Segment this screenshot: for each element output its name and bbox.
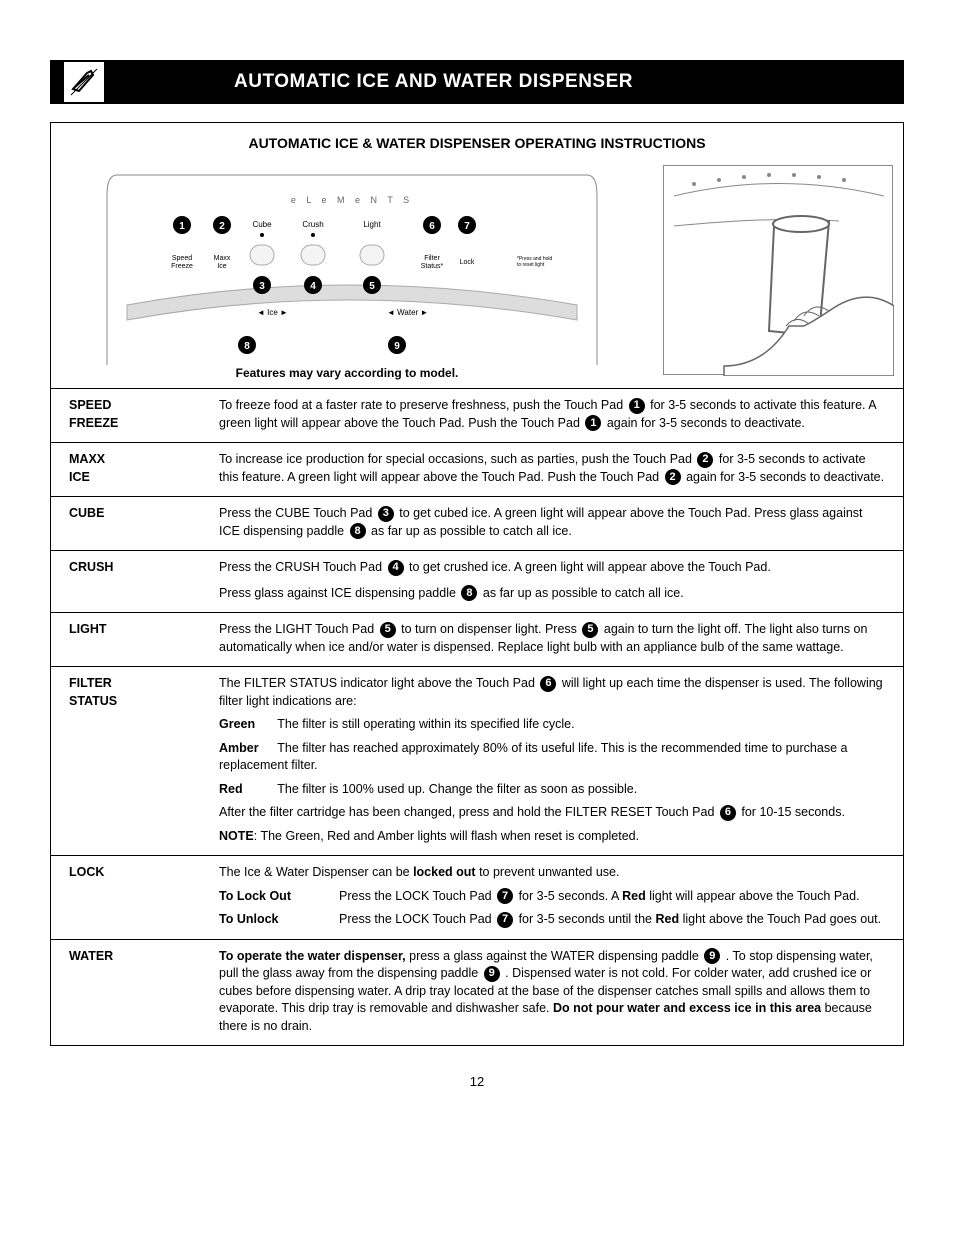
svg-text:5: 5	[369, 281, 375, 292]
label-cube: CUBE	[51, 497, 201, 551]
svg-text:Lock: Lock	[460, 259, 475, 266]
svg-text:6: 6	[429, 221, 435, 232]
label-lock: LOCK	[51, 856, 201, 940]
svg-text:Speed: Speed	[172, 255, 192, 262]
panel-svg: e L e M e N T S Cube Crush Light	[61, 165, 633, 365]
desc-water: To operate the water dispenser, press a …	[201, 939, 903, 1045]
header-title: AUTOMATIC ICE AND WATER DISPENSER	[234, 71, 633, 93]
header-bar: AUTOMATIC ICE AND WATER DISPENSER	[50, 60, 904, 104]
row-maxx-ice: MAXXICE To increase ice production for s…	[51, 443, 903, 497]
label-crush: CRUSH	[51, 551, 201, 613]
callout-8: 8	[350, 523, 366, 539]
svg-text:◄ Water ►: ◄ Water ►	[387, 308, 428, 317]
svg-text:Light: Light	[363, 220, 381, 229]
row-cube: CUBE Press the CUBE Touch Pad 3 to get c…	[51, 497, 903, 551]
row-water: WATER To operate the water dispenser, pr…	[51, 939, 903, 1045]
callout-7: 7	[497, 888, 513, 904]
row-speed-freeze: SPEEDFREEZE To freeze food at a faster r…	[51, 389, 903, 443]
svg-text:7: 7	[464, 221, 470, 232]
callout-4: 4	[388, 560, 404, 576]
manual-page: AUTOMATIC ICE AND WATER DISPENSER AUTOMA…	[0, 0, 954, 1129]
desc-speed-freeze: To freeze food at a faster rate to prese…	[201, 389, 903, 443]
diagram-row: e L e M e N T S Cube Crush Light	[51, 161, 903, 389]
instructions-title: AUTOMATIC ICE & WATER DISPENSER OPERATIN…	[51, 133, 903, 161]
svg-text:1: 1	[179, 221, 185, 232]
cup-hand-icon	[664, 166, 894, 376]
svg-text:Freeze: Freeze	[171, 263, 193, 270]
desc-lock: The Ice & Water Dispenser can be locked …	[201, 856, 903, 940]
page-number: 12	[50, 1074, 904, 1089]
svg-text:Crush: Crush	[302, 220, 323, 229]
callout-9: 9	[704, 948, 720, 964]
label-speed-freeze: SPEEDFREEZE	[51, 389, 201, 443]
svg-text:Filter: Filter	[424, 255, 440, 262]
callout-1: 1	[585, 415, 601, 431]
callout-8: 8	[461, 585, 477, 601]
label-maxx-ice: MAXXICE	[51, 443, 201, 497]
callout-2: 2	[697, 452, 713, 468]
svg-text:8: 8	[244, 341, 250, 352]
callout-7: 7	[497, 912, 513, 928]
row-light: LIGHT Press the LIGHT Touch Pad 5 to tur…	[51, 613, 903, 667]
callout-3: 3	[378, 506, 394, 522]
svg-text:Maxx: Maxx	[214, 255, 231, 262]
callout-9: 9	[484, 966, 500, 982]
desc-maxx-ice: To increase ice production for special o…	[201, 443, 903, 497]
desc-light: Press the LIGHT Touch Pad 5 to turn on d…	[201, 613, 903, 667]
callout-6: 6	[720, 805, 736, 821]
desc-crush: Press the CRUSH Touch Pad 4 to get crush…	[201, 551, 903, 613]
feature-table: SPEEDFREEZE To freeze food at a faster r…	[51, 389, 903, 1045]
diagram-caption: Features may vary according to model.	[61, 366, 633, 380]
svg-text:3: 3	[259, 281, 265, 292]
desc-filter-status: The FILTER STATUS indicator light above …	[201, 667, 903, 856]
svg-text:4: 4	[310, 281, 316, 292]
label-filter-status: FILTERSTATUS	[51, 667, 201, 856]
svg-text:e L e M e N T S: e L e M e N T S	[291, 195, 413, 205]
row-crush: CRUSH Press the CRUSH Touch Pad 4 to get…	[51, 551, 903, 613]
svg-text:to reset light: to reset light	[517, 262, 545, 268]
callout-5: 5	[582, 622, 598, 638]
svg-text:Cube: Cube	[252, 220, 272, 229]
feather-icon	[69, 67, 99, 97]
desc-cube: Press the CUBE Touch Pad 3 to get cubed …	[201, 497, 903, 551]
row-filter-status: FILTERSTATUS The FILTER STATUS indicator…	[51, 667, 903, 856]
label-light: LIGHT	[51, 613, 201, 667]
svg-text:Ice: Ice	[217, 263, 226, 270]
label-water: WATER	[51, 939, 201, 1045]
callout-5: 5	[380, 622, 396, 638]
callout-2: 2	[665, 469, 681, 485]
svg-text:9: 9	[394, 341, 400, 352]
row-lock: LOCK The Ice & Water Dispenser can be lo…	[51, 856, 903, 940]
usage-illustration	[663, 165, 893, 375]
callout-1: 1	[629, 398, 645, 414]
brand-logo	[64, 62, 104, 102]
instructions-box: AUTOMATIC ICE & WATER DISPENSER OPERATIN…	[50, 122, 904, 1046]
svg-text:◄ Ice ►: ◄ Ice ►	[257, 308, 288, 317]
callout-6: 6	[540, 676, 556, 692]
svg-text:2: 2	[219, 221, 225, 232]
svg-text:Status*: Status*	[421, 263, 444, 270]
control-panel-diagram: e L e M e N T S Cube Crush Light	[61, 165, 633, 380]
